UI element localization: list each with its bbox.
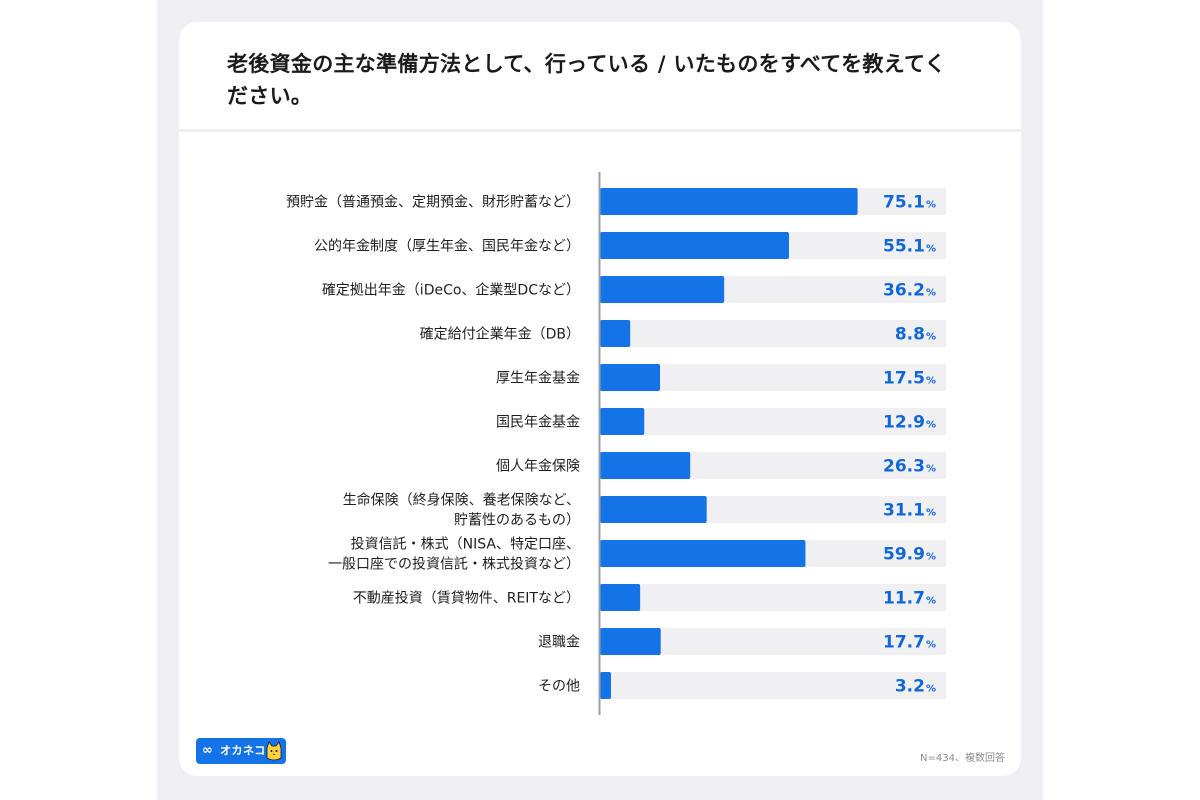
bar	[600, 452, 691, 479]
bar	[600, 628, 661, 655]
category-label: 個人年金保険	[496, 459, 580, 475]
category-label: 厚生年金基金	[496, 370, 580, 387]
bar	[600, 496, 707, 523]
category-label: 一般口座での投資信託・株式投資など）	[328, 557, 580, 573]
category-label: その他	[538, 679, 580, 695]
chart-card: 老後資金の主な準備方法として、行っている / いたものをすべてを教えてください。…	[179, 22, 1021, 776]
bar	[600, 364, 661, 391]
bar-track	[600, 320, 946, 347]
logo-text: オカネコ	[220, 744, 266, 757]
category-label: 生命保険（終身保険、養老保険など、	[343, 492, 580, 509]
bar-value-label: 17.7%	[883, 633, 936, 653]
bar	[600, 408, 645, 435]
bar-track	[600, 584, 946, 611]
category-label: 確定拠出年金（iDeCo、企業型DCなど）	[322, 282, 580, 299]
bar	[600, 320, 631, 347]
cat-mascot-icon	[266, 741, 282, 761]
bar-value-label: 12.9%	[883, 413, 936, 433]
bar	[600, 584, 641, 611]
bar-value-label: 55.1%	[883, 237, 936, 257]
chart-title: 老後資金の主な準備方法として、行っている / いたものをすべてを教えてください。	[227, 52, 946, 108]
bar-value-label: 26.3%	[883, 457, 936, 477]
category-label: 不動産投資（賃貸物件、REITなど）	[353, 591, 580, 607]
category-label: 預貯金（普通預金、定期預金、財形貯蓄など）	[286, 195, 580, 211]
infinity-icon: ∞	[202, 743, 213, 758]
bar-track	[600, 672, 946, 699]
bar	[600, 232, 789, 259]
bar-track	[600, 408, 946, 435]
card-header: 老後資金の主な準備方法として、行っている / いたものをすべてを教えてください。	[179, 22, 1021, 132]
bar-value-label: 8.8%	[895, 325, 936, 345]
category-label: 公的年金制度（厚生年金、国民年金など）	[314, 239, 580, 255]
category-label: 退職金	[538, 635, 580, 651]
bar-value-label: 59.9%	[883, 545, 936, 565]
category-label: 投資信託・株式（NISA、特定口座、	[351, 537, 580, 553]
bar	[600, 672, 611, 699]
bar	[600, 188, 858, 215]
category-label: 確定給付企業年金（DB）	[420, 326, 580, 343]
sample-note: N=434、複数回答	[920, 753, 1005, 764]
category-label: 貯蓄性のあるもの）	[454, 513, 580, 529]
okaneko-logo: ∞ オカネコ	[196, 738, 286, 764]
bar	[600, 540, 806, 567]
bar-value-label: 31.1%	[883, 501, 936, 521]
bar-value-label: 17.5%	[883, 369, 936, 389]
bar-value-label: 75.1%	[883, 193, 936, 213]
bar-value-label: 3.2%	[895, 677, 936, 697]
bar-chart: 75.1% 預貯金（普通預金、定期預金、財形貯蓄など） 55.1% 公的年金制度（厚生…	[286, 172, 946, 715]
category-label: 国民年金基金	[496, 414, 580, 431]
bar-value-label: 36.2%	[883, 281, 936, 301]
bar	[600, 276, 725, 303]
bar-value-label: 11.7%	[883, 589, 936, 609]
